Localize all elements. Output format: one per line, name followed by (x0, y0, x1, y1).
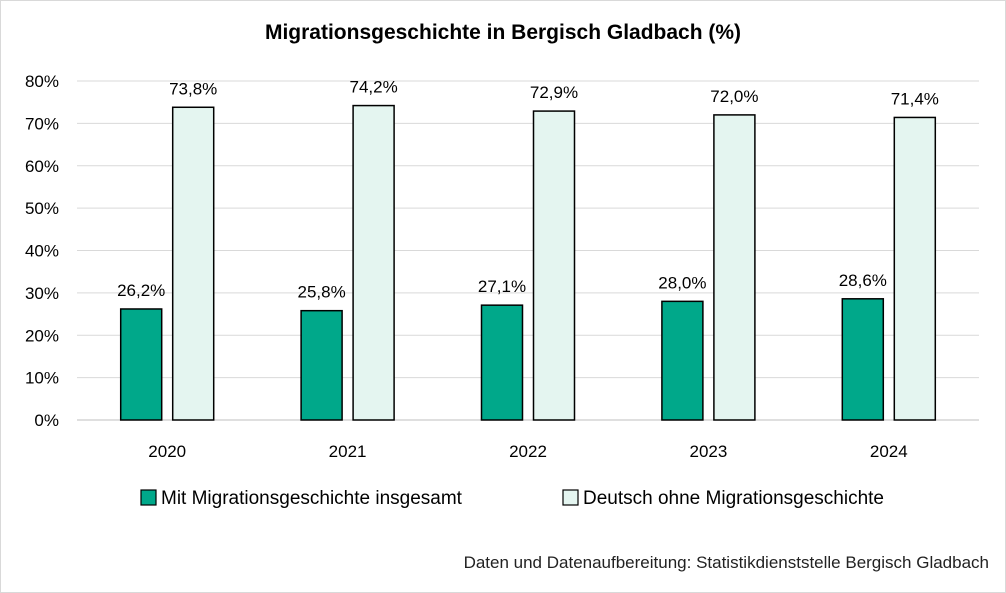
data-label: 25,8% (297, 283, 345, 302)
bar (352, 104, 395, 421)
bar (300, 309, 343, 421)
x-tick-label: 2023 (689, 442, 727, 461)
data-label: 73,8% (169, 79, 217, 98)
legend-swatch (562, 489, 579, 506)
data-label: 26,2% (117, 281, 165, 300)
bar (532, 110, 576, 421)
data-label: 28,0% (658, 273, 706, 292)
data-label: 28,6% (839, 271, 887, 290)
data-label: 74,2% (349, 78, 397, 97)
legend-label: Deutsch ohne Migrationsgeschichte (583, 488, 884, 509)
y-tick-label: 70% (25, 114, 59, 133)
bar (841, 298, 885, 421)
y-tick-label: 40% (25, 242, 59, 261)
x-tick-label: 2020 (148, 442, 186, 461)
legend-label: Mit Migrationsgeschichte insgesamt (161, 488, 463, 509)
y-tick-label: 60% (25, 157, 59, 176)
bar (661, 300, 704, 421)
data-label: 27,1% (478, 277, 526, 296)
bar (171, 106, 215, 421)
y-tick-label: 20% (25, 326, 59, 345)
data-label: 72,9% (530, 83, 578, 102)
x-tick-label: 2024 (870, 442, 908, 461)
source-note: Daten und Datenaufbereitung: Statistikdi… (463, 553, 989, 572)
legend-swatch (140, 489, 157, 506)
bar (893, 116, 937, 421)
data-label: 72,0% (710, 87, 758, 106)
chart-title: Migrationsgeschichte in Bergisch Gladbac… (264, 21, 742, 44)
y-tick-label: 10% (25, 369, 59, 388)
y-tick-label: 30% (25, 284, 59, 303)
x-tick-label: 2021 (329, 442, 367, 461)
bar-chart: 0% 10% 20% 30% 40% 50% 60% 70% 80% 26,2% 73,8% 2020… (25, 72, 979, 509)
y-tick-label: 50% (25, 199, 59, 218)
data-label: 71,4% (891, 89, 939, 108)
x-tick-label: 2022 (509, 442, 547, 461)
y-tick-label: 0% (34, 411, 59, 430)
y-tick-label: 80% (25, 72, 59, 91)
bar (480, 304, 524, 421)
bar (713, 114, 756, 421)
bar (119, 308, 163, 421)
